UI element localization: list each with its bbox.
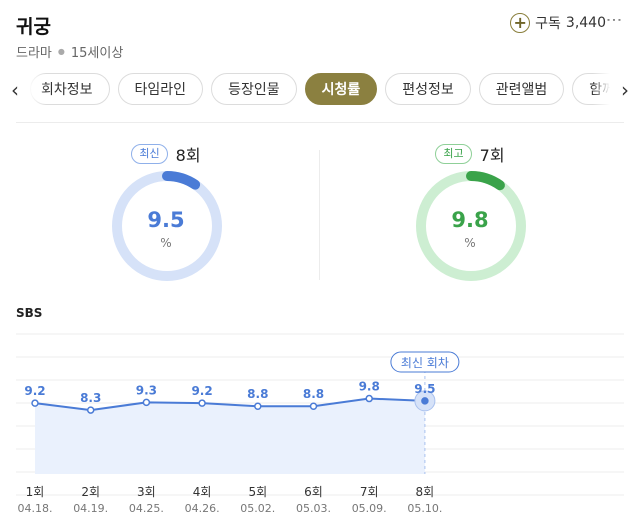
x-tick-date-2: 04.19.: [73, 502, 108, 515]
latest-rating-unit: %: [160, 236, 172, 250]
data-point-5: [254, 402, 262, 410]
program-header: 귀궁 드라마 ● 15세이상 + 구독 3,440 ⋮: [0, 0, 640, 66]
x-tick-date-1: 04.18.: [18, 502, 53, 515]
latest-annotation-label: 최신 회차: [401, 356, 449, 370]
x-tick-date-5: 05.02.: [240, 502, 275, 515]
tab-fade-right: [592, 70, 610, 110]
data-point-6: [309, 402, 318, 410]
data-point-3: [142, 398, 151, 407]
data-label-5: 8.8: [247, 387, 268, 401]
latest-annotation-pill: [390, 351, 460, 373]
data-label-3: 9.3: [136, 383, 157, 397]
best-badge: 최고: [435, 144, 472, 164]
data-label-7: 9.8: [359, 380, 380, 394]
latest-rating-ring: [112, 171, 222, 281]
tabs-viewport: 회차정보타임라인등장인물시청률편성정보관련앨범함께 볼만한: [30, 70, 610, 110]
best-ring-progress: [416, 171, 526, 281]
latest-ring-progress: [112, 171, 222, 281]
tab-2[interactable]: 타임라인: [117, 73, 204, 105]
program-title: 귀궁: [16, 16, 51, 38]
latest-episode: 8회: [175, 146, 201, 165]
tab-5[interactable]: 편성정보: [385, 73, 471, 105]
x-tick-episode-7: 7회: [360, 485, 379, 499]
data-label-6: 8.8: [303, 387, 324, 401]
data-point-7: [365, 394, 373, 403]
subscribe-button[interactable]: + 구독 3,440: [510, 13, 606, 33]
latest-rating-card: 최신 8회 9.5 %: [16, 140, 316, 290]
x-tick-episode-1: 1회: [26, 485, 45, 499]
data-point-1: [31, 399, 39, 407]
data-label-1: 9.2: [24, 384, 45, 398]
chart-title: SBS: [16, 306, 43, 320]
x-tick-episode-2: 2회: [81, 485, 100, 499]
best-rating-ring: [416, 171, 526, 281]
chevron-left-icon[interactable]: ‹: [11, 78, 19, 102]
latest-rating-value: 9.5: [147, 208, 185, 232]
x-tick-episode-8: 8회: [416, 485, 435, 499]
tab-fade-left: [28, 70, 46, 110]
x-tick-episode-6: 6회: [304, 485, 323, 499]
data-point-2: [86, 406, 95, 414]
plus-icon: +: [510, 13, 531, 33]
x-tick-date-7: 05.09.: [352, 502, 387, 515]
subscribe-count: 3,440: [565, 15, 606, 31]
tab-6[interactable]: 관련앨범: [478, 73, 565, 105]
section-divider: [16, 122, 624, 123]
x-tick-date-8: 05.10.: [407, 502, 442, 515]
data-point-4: [198, 399, 206, 407]
tab-bar: ‹ 회차정보타임라인등장인물시청률편성정보관련앨범함께 볼만한 ›: [0, 70, 640, 110]
stats-divider: [319, 150, 320, 280]
latest-badge: 최신: [131, 144, 168, 164]
best-rating-card: 최고 7회 9.8 %: [320, 140, 620, 290]
x-tick-date-3: 04.25.: [129, 502, 164, 515]
ratings-chart: 9.2 1회 04.18. 8.3 2회 04.19. 9.3 3회 04.25. 9.2 4회 04…: [16, 333, 624, 515]
x-tick-episode-5: 5회: [248, 485, 267, 499]
ratings-area: [35, 398, 425, 474]
best-rating-label: 최고 7회: [320, 142, 620, 166]
tab-list: 회차정보타임라인등장인물시청률편성정보관련앨범함께 볼만한: [30, 73, 610, 105]
tab-3[interactable]: 등장인물: [211, 73, 297, 105]
subscribe-label: 구독: [535, 16, 561, 32]
best-rating-value: 9.8: [451, 208, 489, 232]
data-label-2: 8.3: [80, 391, 101, 405]
separator-dot-icon: ●: [57, 47, 65, 56]
program-meta: 드라마 ● 15세이상: [16, 42, 123, 61]
data-point-8: [421, 397, 429, 405]
tab-4[interactable]: 시청률: [304, 73, 378, 105]
best-rating-unit: %: [464, 236, 476, 250]
x-tick-date-4: 04.26.: [185, 502, 220, 515]
age-rating-label: 15세이상: [70, 46, 124, 61]
ratings-line: [34, 397, 425, 412]
latest-rating-label: 최신 8회: [16, 142, 316, 166]
x-tick-date-6: 05.03.: [296, 502, 331, 515]
data-label-8: 9.5: [414, 382, 435, 396]
x-tick-episode-4: 4회: [193, 485, 212, 499]
chevron-right-icon[interactable]: ›: [621, 78, 629, 102]
best-episode: 7회: [479, 146, 505, 165]
data-label-4: 9.2: [191, 384, 212, 398]
genre-label: 드라마: [16, 46, 52, 61]
more-options-icon[interactable]: ⋮: [605, 12, 624, 27]
x-tick-episode-3: 3회: [137, 485, 156, 499]
